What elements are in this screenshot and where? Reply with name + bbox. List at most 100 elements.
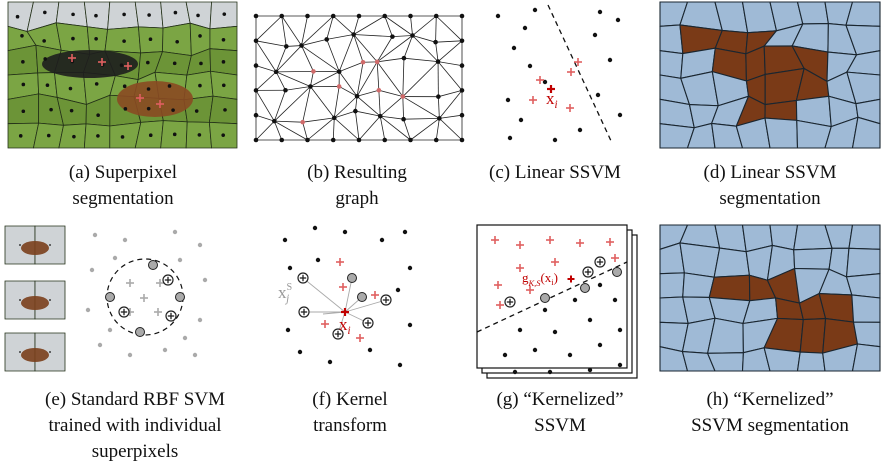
dot [147,87,151,91]
dot [19,299,21,301]
dot [90,268,94,272]
dot [199,62,203,66]
dot [198,34,202,38]
dot [357,138,362,143]
support [358,293,367,302]
edge [274,121,302,122]
dot [72,135,76,139]
dot [503,353,507,357]
dot [543,308,547,312]
edge [274,87,310,122]
dot [355,94,360,99]
dot [401,117,406,122]
edge [385,16,413,36]
support [541,294,550,303]
dot [331,138,336,143]
label-open: (x [540,270,551,285]
dot [351,32,356,37]
dot [434,14,439,19]
support [581,284,590,293]
segment [680,243,720,277]
edge [436,118,439,140]
dot [313,226,317,230]
segment [852,295,880,322]
edge [436,16,437,42]
edge [274,90,285,121]
dot [401,94,406,99]
dot [378,114,383,119]
caption: (h) “Kernelized” [706,389,833,410]
caption: transform [313,415,387,436]
caption: trained with individual [48,415,221,436]
dot [311,69,316,74]
label-sub: K,S [528,278,542,288]
dot [70,109,74,113]
edge [379,90,380,116]
edge [339,72,357,97]
edge [310,87,334,118]
caption: (e) Standard RBF SVM [45,389,225,410]
dot [122,39,126,43]
edge [355,111,359,140]
dot [408,14,413,19]
caption: (g) “Kernelized” [496,389,623,410]
dot [460,138,465,143]
dot [222,38,226,42]
edge [403,97,404,120]
dot [122,13,126,17]
edge [439,90,462,118]
segment [798,2,829,24]
edge [256,72,276,91]
dot [403,230,407,234]
dot [398,363,402,367]
edge [339,86,357,96]
edge [274,121,281,140]
edge [392,36,412,37]
dot [508,136,512,140]
segment [794,248,832,269]
dot [49,108,53,112]
dot [183,336,187,340]
edge [310,71,313,86]
edge [333,118,334,140]
edge [282,16,287,46]
edge [339,35,353,72]
edge [404,58,438,61]
dot [518,328,522,332]
superpixel [105,27,141,53]
edge [327,39,339,71]
dot [436,59,441,64]
dot [408,266,412,270]
edge [436,41,462,42]
dot [408,138,413,143]
dot [196,14,200,18]
dot [382,138,387,143]
dot [332,116,337,121]
caption: (d) Linear SSVM [704,162,837,183]
dot [434,138,439,143]
segment [765,118,798,148]
dot [368,348,372,352]
dot [198,84,202,88]
edge [357,96,380,116]
dot [613,298,617,302]
caption: SSVM [534,415,586,436]
dot [108,328,112,332]
edge [282,16,302,46]
dot [437,116,442,121]
edge [438,90,462,96]
dot [254,39,259,44]
dot [173,230,177,234]
edge [438,62,462,66]
dot [98,343,102,347]
edge [439,118,462,140]
segment [849,225,880,249]
dot [377,88,382,93]
dot [283,238,287,242]
caption: graph [335,188,379,209]
caption: (f) Kernel [312,389,387,410]
segment [847,248,880,277]
dot [298,350,302,354]
kernel-link [303,278,345,312]
edge [411,16,413,36]
